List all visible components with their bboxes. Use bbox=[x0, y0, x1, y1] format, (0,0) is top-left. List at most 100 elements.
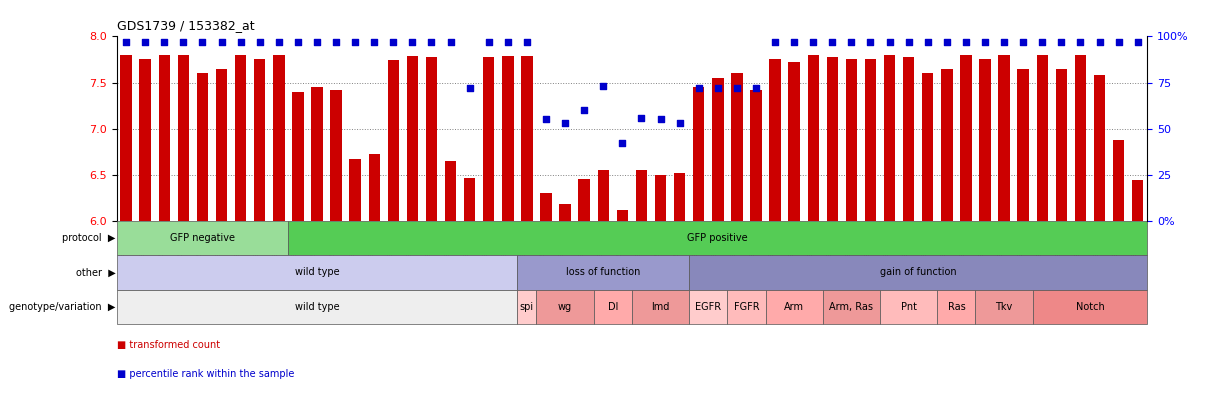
Text: GSM88243: GSM88243 bbox=[560, 223, 566, 260]
Bar bbox=[690, 255, 1147, 290]
Text: GSM88247: GSM88247 bbox=[350, 223, 355, 260]
Point bbox=[498, 39, 518, 45]
Point bbox=[250, 39, 270, 45]
Point bbox=[766, 39, 785, 45]
Point bbox=[231, 39, 250, 45]
Bar bbox=[120, 55, 131, 221]
Bar bbox=[731, 73, 742, 221]
Text: gain of function: gain of function bbox=[880, 267, 957, 277]
Point bbox=[1052, 39, 1071, 45]
Text: GSM88215: GSM88215 bbox=[769, 223, 775, 260]
Bar bbox=[216, 69, 227, 221]
Text: GSM88237: GSM88237 bbox=[1017, 223, 1023, 261]
Bar bbox=[196, 73, 209, 221]
Bar bbox=[540, 193, 552, 221]
Text: ■ transformed count: ■ transformed count bbox=[117, 340, 220, 350]
Bar bbox=[178, 55, 189, 221]
Text: GSM88223: GSM88223 bbox=[292, 223, 298, 260]
Text: GSM88253: GSM88253 bbox=[636, 223, 642, 260]
Point bbox=[670, 120, 690, 126]
Text: genotype/variation  ▶: genotype/variation ▶ bbox=[9, 302, 115, 312]
Text: GSM88252: GSM88252 bbox=[616, 223, 622, 260]
Text: ■ percentile rank within the sample: ■ percentile rank within the sample bbox=[117, 369, 294, 379]
Bar bbox=[690, 290, 728, 324]
Bar bbox=[445, 161, 456, 221]
Point bbox=[517, 39, 536, 45]
Point bbox=[1090, 39, 1109, 45]
Bar bbox=[1055, 69, 1067, 221]
Text: GSM88246: GSM88246 bbox=[216, 223, 222, 260]
Bar bbox=[827, 57, 838, 221]
Bar bbox=[234, 55, 247, 221]
Point bbox=[688, 85, 708, 91]
Bar bbox=[117, 221, 288, 255]
Text: GSM88221: GSM88221 bbox=[139, 223, 145, 260]
Bar bbox=[117, 255, 518, 290]
Bar bbox=[845, 59, 858, 221]
Point bbox=[1032, 39, 1052, 45]
Bar bbox=[368, 154, 380, 221]
Bar bbox=[1113, 140, 1124, 221]
Text: GSM88220: GSM88220 bbox=[120, 223, 126, 260]
Text: GSM88224: GSM88224 bbox=[310, 223, 317, 260]
Bar bbox=[502, 56, 514, 221]
Text: wild type: wild type bbox=[294, 302, 340, 312]
Text: GSM88256: GSM88256 bbox=[1093, 223, 1099, 260]
Bar bbox=[674, 173, 686, 221]
Text: Dl: Dl bbox=[607, 302, 618, 312]
Text: GSM88241: GSM88241 bbox=[521, 223, 526, 260]
Point bbox=[804, 39, 823, 45]
Text: other  ▶: other ▶ bbox=[76, 267, 115, 277]
Bar bbox=[883, 55, 896, 221]
Bar bbox=[158, 55, 171, 221]
Bar bbox=[518, 255, 690, 290]
Point bbox=[975, 39, 995, 45]
Bar bbox=[617, 210, 628, 221]
Point bbox=[193, 39, 212, 45]
Bar bbox=[655, 175, 666, 221]
Text: EGFR: EGFR bbox=[696, 302, 721, 312]
Bar bbox=[464, 178, 475, 221]
Bar bbox=[961, 55, 972, 221]
Bar bbox=[999, 55, 1010, 221]
Text: GSM88232: GSM88232 bbox=[921, 223, 928, 260]
Text: GSM88262: GSM88262 bbox=[406, 223, 412, 260]
Point bbox=[918, 39, 937, 45]
Text: wild type: wild type bbox=[294, 267, 340, 277]
Point bbox=[422, 39, 442, 45]
Text: GSM88263: GSM88263 bbox=[426, 223, 432, 261]
Bar bbox=[865, 60, 876, 221]
Text: GSM88212: GSM88212 bbox=[712, 223, 718, 260]
Bar bbox=[975, 290, 1033, 324]
Text: GSM88261: GSM88261 bbox=[272, 223, 279, 261]
Bar bbox=[823, 290, 880, 324]
Text: Arm, Ras: Arm, Ras bbox=[829, 302, 874, 312]
Bar bbox=[1033, 290, 1147, 324]
Bar bbox=[536, 290, 594, 324]
Text: GSM88238: GSM88238 bbox=[1037, 223, 1042, 261]
Text: GSM88245: GSM88245 bbox=[196, 223, 202, 260]
Text: GSM88240: GSM88240 bbox=[1075, 223, 1081, 260]
Text: GDS1739 / 153382_at: GDS1739 / 153382_at bbox=[117, 19, 254, 32]
Bar bbox=[941, 69, 952, 221]
Bar bbox=[1093, 75, 1106, 221]
Text: GFP negative: GFP negative bbox=[171, 233, 234, 243]
Point bbox=[326, 39, 346, 45]
Point bbox=[650, 116, 670, 123]
Text: GSM88260: GSM88260 bbox=[254, 223, 260, 261]
Text: lmd: lmd bbox=[652, 302, 670, 312]
Point bbox=[612, 140, 632, 147]
Point bbox=[440, 39, 460, 45]
Bar bbox=[979, 60, 990, 221]
Bar bbox=[288, 221, 1147, 255]
Bar bbox=[728, 290, 766, 324]
Text: Pnt: Pnt bbox=[901, 302, 917, 312]
Bar bbox=[1133, 180, 1144, 221]
Bar bbox=[560, 204, 571, 221]
Point bbox=[880, 39, 899, 45]
Text: GSM88219: GSM88219 bbox=[502, 223, 508, 261]
Text: GSM88235: GSM88235 bbox=[979, 223, 985, 260]
Text: GSM88231: GSM88231 bbox=[903, 223, 909, 261]
Point bbox=[994, 39, 1014, 45]
Text: GFP positive: GFP positive bbox=[687, 233, 748, 243]
